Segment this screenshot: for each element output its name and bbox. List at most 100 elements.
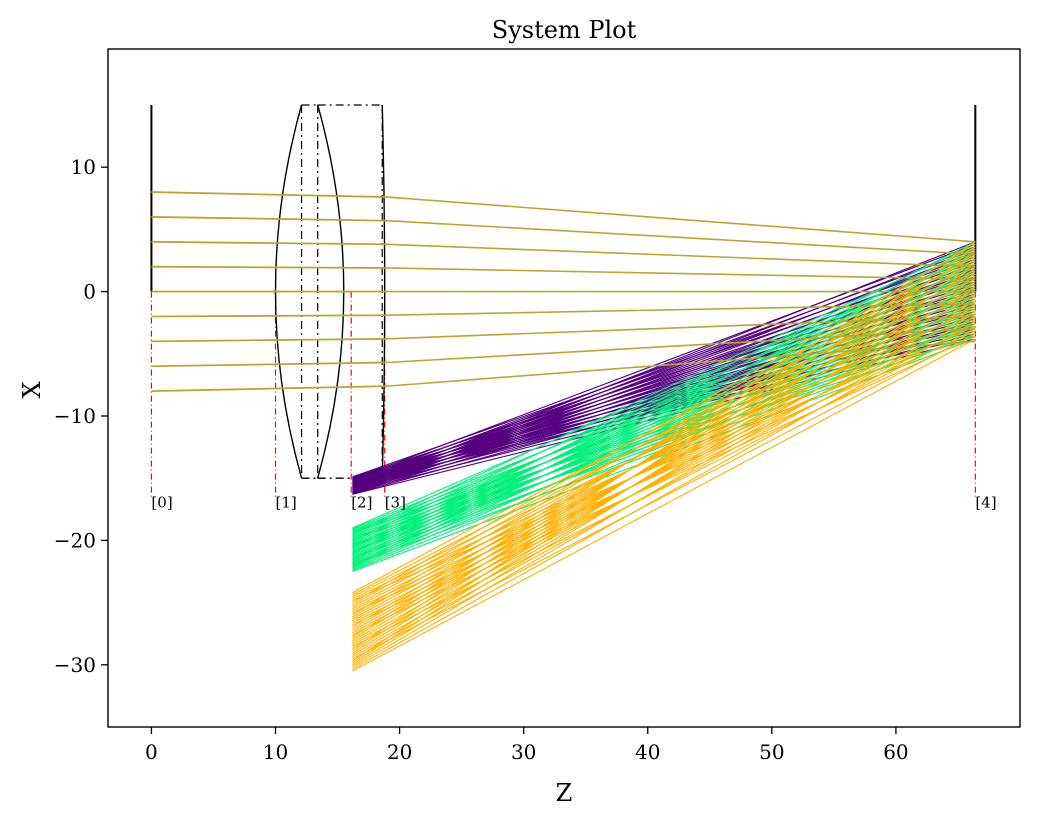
field_2-ray [352,263,976,561]
field_2-ray [352,288,976,550]
field_2-ray [352,241,976,554]
y-tick-label: −10 [54,404,96,428]
field_2-ray [352,271,976,549]
field_3-ray [352,278,976,608]
field_3-ray [352,291,976,598]
field_2-ray [352,306,976,551]
field_3-ray [352,263,976,652]
field_3-ray [352,311,976,646]
field_2-ray [352,243,976,535]
chart-title: System Plot [492,16,637,44]
field_3-ray [352,320,976,670]
axis-ray-segment-a [151,265,388,269]
field_3-ray [352,283,976,620]
x-tick-label: 0 [145,740,158,764]
field_3-ray [352,325,976,602]
x-axis-label: Z [556,779,573,807]
plot-area [150,104,977,672]
x-tick-label: 40 [635,740,660,764]
field_2-ray [352,248,976,541]
axis-ray-segment-a [151,361,388,368]
field_2-ray [352,273,976,530]
field_2-ray [352,276,976,556]
x-tick-label: 10 [263,740,288,764]
field_2-ray [352,325,976,533]
field_3-ray [352,271,976,630]
axis-ray-segment-a [151,314,388,318]
field_3-ray [352,258,976,640]
field_3-ray [352,330,976,614]
field_2-ray [352,313,976,539]
field_2-ray [352,256,976,529]
field_3-ray [352,328,976,648]
x-tick-label: 60 [883,740,908,764]
field_3-ray [352,293,976,644]
field_3-ray [352,318,976,624]
axis-ticks: 0 10 20 30 40 50 60 10 0 −10 −20 −30 [54,155,909,764]
field_3-ray [352,335,976,626]
field_3-ray [352,288,976,632]
axis-ray-segment-b [387,328,976,364]
field_3-ray [352,301,976,622]
field_3-ray [352,276,976,642]
field_2-ray [352,323,976,552]
field_2-ray [352,283,976,543]
surface-label: [1] [276,494,297,512]
axis-ray-segment-a [151,240,388,246]
plot-frame [107,48,1021,728]
field_3-ray [352,333,976,660]
field_3-ray [352,266,976,618]
field_3-ray [352,313,976,612]
field_2-ray [352,251,976,567]
x-tick-label: 20 [387,740,412,764]
field_2-ray [352,278,976,537]
axis-ray-segment-b [387,219,976,256]
field_2-ray [352,338,976,573]
axis-ray-segment-b [387,267,976,280]
field_3-ray [352,243,976,604]
field_3-ray [352,315,976,658]
field_2-ray [352,296,976,538]
field_3-ray [352,281,976,654]
field_3-ray [352,273,976,596]
field_3-ray [352,261,976,606]
field_3-ray [352,256,976,594]
x-tick-label: 50 [759,740,784,764]
surface-label: [4] [975,494,996,512]
field_2-ray [352,258,976,555]
axis-ray-segment-b [387,315,976,340]
axis-ray-segment-b [387,196,976,243]
field_2-ray [352,298,976,564]
field_3-ray [352,303,976,668]
field_2-ray [352,330,976,540]
axis-ray-segment-b [387,303,976,317]
field_3-ray [352,248,976,616]
field_2-ray [352,281,976,562]
field_3-ray [352,241,976,638]
axis-ray-segment-a [151,385,388,393]
field_3-ray [352,306,976,634]
axis-ray-segment-a [151,216,388,222]
field_3-ray [352,298,976,656]
field_2-ray [352,246,976,560]
surface-label: [0] [151,494,172,512]
y-axis-label: X [18,381,46,398]
x-tick-label: 30 [511,740,536,764]
y-tick-label: −20 [54,528,96,552]
y-tick-label: 10 [71,155,96,179]
surface-label: [3] [385,494,406,512]
field_2-ray [352,308,976,532]
field_3-ray [352,246,976,650]
y-tick-label: −30 [54,653,96,677]
y-tick-label: 0 [83,280,96,304]
axis-ray-segment-a [151,337,388,343]
field_3-ray [352,338,976,672]
field_2-ray [352,291,976,531]
axis-ray-segment-a [151,191,388,198]
field_3-ray [352,308,976,600]
surface-labels: [0] [1] [2] [3] [4] [151,494,996,512]
axis-ray-segment-b [387,243,976,268]
field_2-ray [352,266,976,542]
field_3-ray [352,323,976,636]
